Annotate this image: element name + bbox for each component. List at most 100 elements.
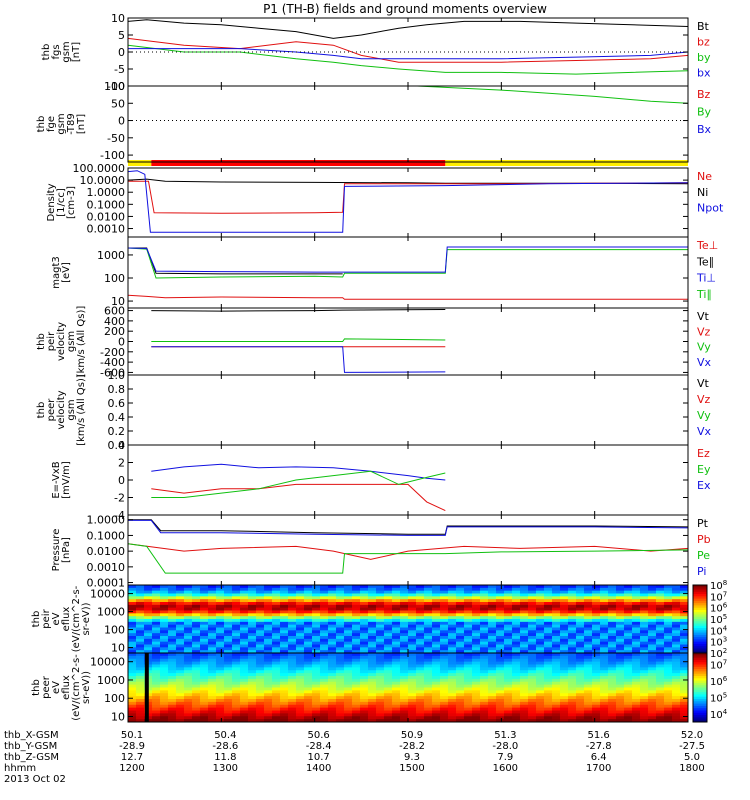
heatmap-cell: [336, 636, 345, 640]
heatmap-cell: [672, 704, 681, 709]
heatmap-cell: [672, 713, 681, 717]
heatmap-cell: [632, 587, 641, 592]
heatmap-cell: [632, 713, 641, 717]
heatmap-cell: [424, 661, 433, 665]
heatmap-cell: [232, 627, 241, 631]
heatmap-cell: [200, 604, 209, 609]
heatmap-cell: [472, 593, 481, 597]
heatmap-cell: [344, 693, 353, 697]
heatmap-cell: [512, 667, 521, 671]
heatmap-cell: [240, 587, 249, 592]
heatmap-cell: [368, 673, 377, 677]
heatmap-cell: [296, 638, 305, 643]
heatmap-cell: [536, 638, 545, 643]
heatmap-cell: [416, 650, 425, 654]
heatmap-cell: [176, 690, 185, 694]
status-bar-segment: [128, 160, 152, 166]
heatmap-cell: [192, 693, 201, 697]
heatmap-cell: [264, 690, 273, 694]
heatmap-cell: [600, 673, 609, 677]
heatmap-cell: [200, 704, 209, 709]
heatmap-cell: [360, 638, 369, 643]
heatmap-cell: [608, 701, 617, 706]
heatmap-cell: [680, 707, 689, 711]
heatmap-cell: [440, 596, 449, 600]
heatmap-cell: [160, 658, 169, 663]
heatmap-cell: [552, 650, 561, 654]
heatmap-cell: [296, 653, 305, 657]
heatmap-cell: [536, 613, 545, 617]
heatmap-cell: [408, 658, 417, 663]
heatmap-cell: [360, 701, 369, 706]
heatmap-cell: [600, 690, 609, 694]
heatmap-cell: [576, 599, 585, 603]
heatmap-cell: [664, 681, 673, 686]
heatmap-cell: [288, 681, 297, 686]
heatmap-cell: [328, 699, 337, 703]
heatmap-cell: [392, 658, 401, 663]
heatmap-cell: [256, 707, 265, 711]
heatmap-cell: [432, 610, 441, 614]
heatmap-cell: [616, 655, 625, 660]
heatmap-cell: [648, 684, 657, 688]
heatmap-cell: [304, 696, 313, 700]
heatmap-cell: [424, 616, 433, 620]
heatmap-cell: [256, 684, 265, 688]
heatmap-cell: [608, 613, 617, 617]
heatmap-cell: [584, 627, 593, 631]
heatmap-cell: [352, 602, 361, 606]
heatmap-cell: [504, 587, 513, 592]
heatmap-cell: [672, 673, 681, 677]
y-tick-label: 10000: [90, 588, 125, 601]
heatmap-cell: [360, 678, 369, 683]
heatmap-cell: [448, 587, 457, 592]
heatmap-cell: [280, 701, 289, 706]
heatmap-cell: [632, 653, 641, 657]
heatmap-cell: [624, 670, 633, 674]
heatmap-cell: [160, 667, 169, 671]
panel-frame: [127, 444, 689, 516]
heatmap-cell: [160, 619, 169, 623]
heatmap-cell: [608, 647, 617, 651]
heatmap-cell: [168, 610, 177, 614]
heatmap-cell: [648, 681, 657, 686]
heatmap-cell: [568, 667, 577, 671]
heatmap-cell: [456, 704, 465, 709]
heatmap-cell: [632, 644, 641, 648]
heatmap-cell: [648, 636, 657, 640]
heatmap-cell: [392, 681, 401, 686]
y-axis-label: magt3: [51, 256, 62, 289]
heatmap-cell: [576, 696, 585, 700]
heatmap-cell: [416, 653, 425, 657]
heatmap-cell: [176, 710, 185, 714]
heatmap-cell: [568, 655, 577, 660]
heatmap-cell: [152, 704, 161, 709]
heatmap-cell: [232, 599, 241, 603]
status-bar-segment: [151, 160, 446, 166]
heatmap-cell: [512, 653, 521, 657]
heatmap-cell: [360, 658, 369, 663]
x-axis-value: -27.5: [679, 741, 705, 752]
heatmap-cell: [136, 602, 145, 606]
heatmap-cell: [296, 633, 305, 637]
heatmap-cell: [464, 630, 473, 634]
heatmap-cell: [640, 613, 649, 617]
heatmap-cell: [368, 713, 377, 717]
heatmap-cell: [392, 661, 401, 665]
heatmap-cell: [400, 624, 409, 628]
heatmap-cell: [136, 621, 145, 626]
heatmap-cell: [568, 719, 577, 723]
heatmap-cell: [584, 710, 593, 714]
heatmap-cell: [536, 699, 545, 703]
heatmap-cell: [320, 710, 329, 714]
heatmap-cell: [328, 655, 337, 660]
heatmap-cell: [528, 701, 537, 706]
heatmap-cell: [232, 619, 241, 623]
y-tick-label: 1.0: [108, 369, 126, 382]
heatmap-cell: [464, 599, 473, 603]
heatmap-cell: [464, 587, 473, 592]
heatmap-cell: [168, 696, 177, 700]
heatmap-cell: [472, 636, 481, 640]
heatmap-cell: [248, 602, 257, 606]
heatmap-cell: [664, 701, 673, 706]
